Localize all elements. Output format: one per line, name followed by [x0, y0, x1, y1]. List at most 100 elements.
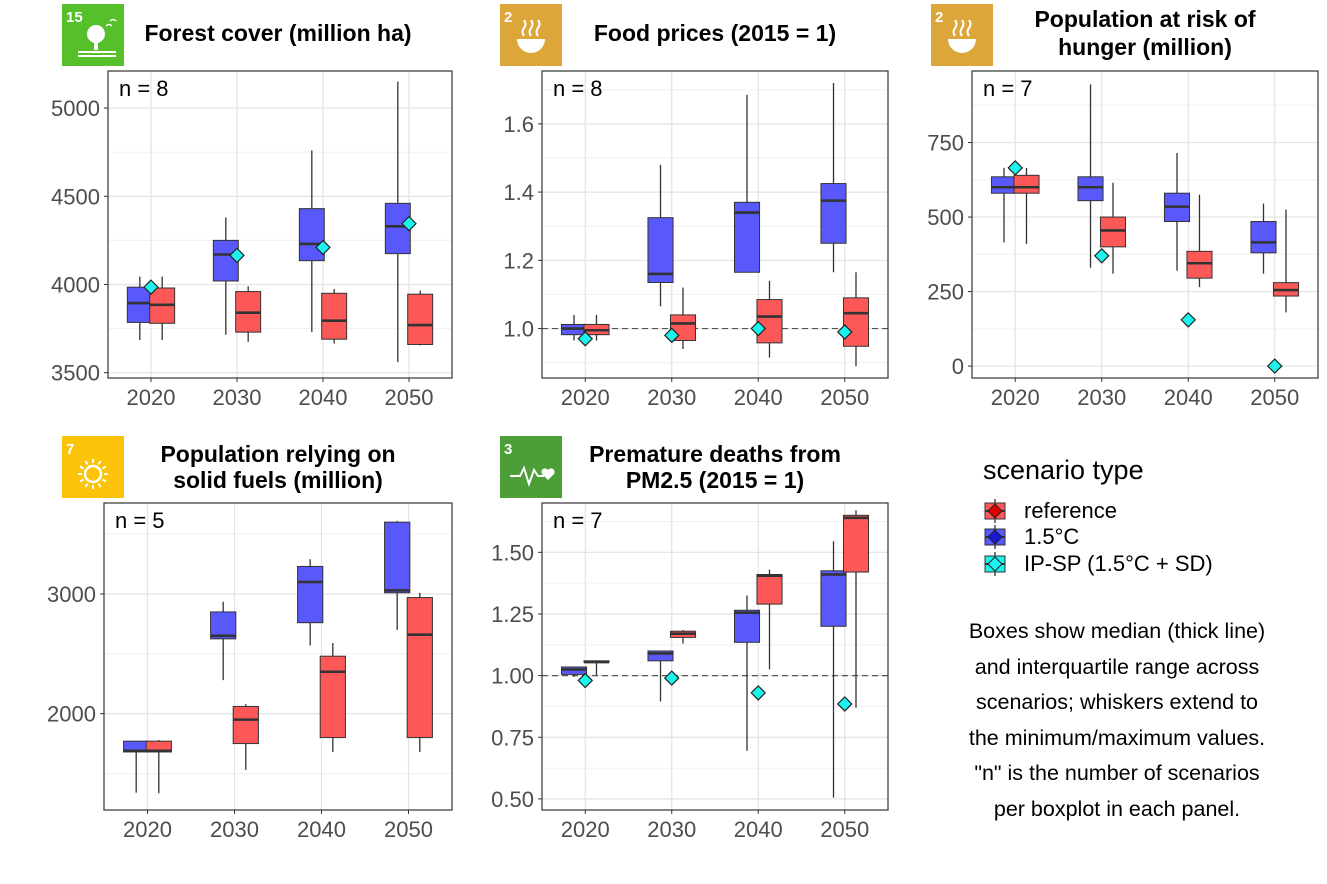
- x-tick-label: 2030: [210, 817, 259, 842]
- reference-box: [406, 597, 433, 739]
- life-on-land-icon: 15: [62, 4, 124, 66]
- sun-shape: [83, 464, 103, 484]
- reference-box: [1186, 250, 1213, 279]
- legend-label-reference: reference: [1024, 498, 1117, 523]
- caption-line: per boxplot in each panel.: [993, 796, 1241, 821]
- x-tick-label: 2050: [1250, 385, 1299, 410]
- caption: Boxes show median (thick line) and inter…: [927, 614, 1307, 827]
- heart-shape: [541, 468, 555, 480]
- onepointfive-box: [210, 611, 237, 640]
- n-label: n = 8: [553, 76, 603, 101]
- onepointfive-box: [820, 183, 847, 244]
- y-tick-label: 1.6: [503, 112, 534, 137]
- panel-title: hunger (million): [1058, 34, 1232, 60]
- x-tick-label: 2030: [647, 385, 696, 410]
- x-tick-label: 2050: [384, 817, 433, 842]
- chart-panel: 1.0 1.2 1.4 1.6 2020 2030 2040 2050 n = 8 Food pr…: [500, 4, 889, 410]
- ipsp-point: [577, 330, 594, 347]
- sun-ray-shape: [84, 460, 89, 465]
- panel-title: PM2.5 (2015 = 1): [626, 467, 804, 493]
- sdg-goal-number: 3: [504, 441, 512, 458]
- y-tick-label: 2000: [47, 702, 96, 727]
- onepointfive-box: [298, 208, 325, 262]
- ipsp-point: [750, 685, 767, 701]
- y-tick-label: 1.2: [503, 248, 534, 273]
- n-label: n = 7: [553, 508, 603, 533]
- x-tick-label: 2030: [647, 817, 696, 842]
- legend: scenario type reference 1.5°C IP-SP (1.5…: [983, 453, 1303, 576]
- caption-line: scenarios; whiskers extend to: [975, 690, 1259, 714]
- ipsp-point: [663, 670, 680, 686]
- sun-ray-shape: [102, 465, 107, 470]
- reference-box: [319, 655, 346, 739]
- panel-border: [103, 502, 453, 811]
- onepointfive-box: [1077, 176, 1104, 202]
- ipsp-point: [1093, 247, 1110, 264]
- clean-energy-icon: 7: [62, 436, 124, 498]
- caption-line: and interquartile range across: [974, 654, 1260, 679]
- caption-line: Boxes show median (thick line): [968, 619, 1266, 643]
- ipsp-point: [401, 215, 417, 232]
- y-tick-label: 1.4: [503, 180, 534, 205]
- tree-crown-shape: [87, 25, 105, 43]
- y-tick-label: 1.25: [491, 602, 534, 627]
- y-tick-label: 4500: [51, 184, 100, 209]
- onepointfive-box: [990, 176, 1018, 194]
- onepointfive-box: [733, 609, 761, 643]
- reference-swatch: [984, 499, 1006, 523]
- x-tick-label: 2050: [385, 385, 434, 410]
- x-tick-label: 2020: [123, 817, 172, 842]
- chart-panel: 3500 4000 4500 5000 2020 2030 2040 2050 n = 8 For…: [51, 4, 453, 410]
- ipsp-point: [1007, 160, 1024, 176]
- panel-title: Forest cover (million ha): [144, 20, 411, 46]
- y-tick-label: 750: [927, 131, 964, 156]
- y-tick-label: 1.0: [503, 317, 534, 342]
- x-tick-label: 2050: [820, 817, 869, 842]
- chart-panel: 2000 3000 2020 2030 2040 2050 n = 5 Population …: [47, 436, 453, 842]
- n-label: n = 5: [115, 508, 165, 533]
- ipsp-point: [663, 327, 680, 344]
- panel-border: [541, 70, 889, 379]
- onepointfive-box: [647, 650, 674, 662]
- ipsp-point: [315, 239, 331, 256]
- onepointfive-box: [647, 217, 674, 283]
- chart-panel: 0 250 500 750 2020 2030 2040 2050 n = 7 Populatio…: [927, 4, 1319, 410]
- bowl-shape: [517, 39, 545, 53]
- ipsp-point: [229, 247, 245, 264]
- sun-ray-shape: [97, 460, 102, 465]
- reference-box: [756, 299, 783, 344]
- ipsp-point: [836, 324, 853, 340]
- ipsp-swatch: [984, 552, 1006, 576]
- onepointfive-box: [733, 201, 761, 273]
- ground-line-shape: [78, 55, 116, 57]
- n-label: n = 7: [983, 76, 1033, 101]
- panel-title: Premature deaths from: [589, 441, 841, 467]
- panel-background: [542, 503, 888, 810]
- caption-line: "n" is the number of scenarios: [974, 761, 1260, 785]
- ground-line-shape: [78, 51, 116, 53]
- x-tick-label: 2020: [561, 817, 610, 842]
- y-tick-label: 3500: [51, 361, 100, 386]
- y-tick-label: 1.00: [491, 664, 534, 689]
- y-tick-label: 5000: [51, 96, 100, 121]
- x-tick-label: 2040: [297, 817, 346, 842]
- panel-title: Population at risk of: [1034, 6, 1255, 32]
- legend-label-1-5c: 1.5°C: [1024, 524, 1080, 549]
- sdg-goal-number: 2: [935, 9, 943, 26]
- tree-trunk-shape: [94, 41, 98, 50]
- x-tick-label: 2030: [213, 385, 262, 410]
- legend-title: scenario type: [983, 455, 1144, 485]
- x-tick-label: 2040: [1164, 385, 1213, 410]
- steam-shape: [521, 19, 541, 37]
- reference-box: [321, 292, 348, 340]
- sun-ray-shape: [97, 483, 102, 488]
- x-tick-label: 2020: [127, 385, 176, 410]
- reference-box: [756, 574, 783, 605]
- reference-box: [842, 514, 870, 573]
- onepointfive-box: [820, 570, 847, 627]
- sdg-goal-number: 15: [66, 9, 83, 26]
- ipsp-point: [143, 279, 159, 295]
- y-tick-label: 500: [927, 205, 964, 230]
- panel-title: Population relying on: [160, 441, 395, 467]
- panel-title: solid fuels (million): [173, 467, 383, 493]
